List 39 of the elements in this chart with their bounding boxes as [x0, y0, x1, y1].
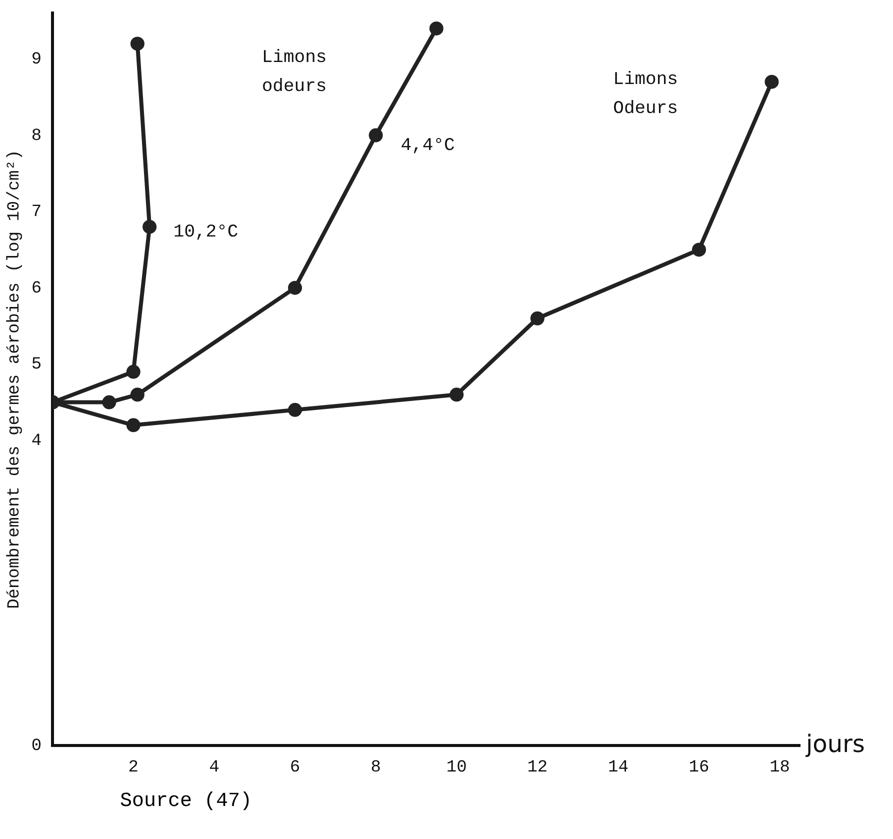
x-axis-title: jours [805, 730, 865, 758]
annotation: Limons [262, 48, 327, 68]
point [126, 364, 140, 379]
series-label: 4,4°C [400, 136, 456, 156]
x-tick-label: 10 [446, 758, 467, 778]
point [126, 418, 140, 432]
y-axis-title: Dénombrement des germes aérobies (log 10/cm²) [6, 150, 25, 609]
point [368, 128, 383, 142]
point [102, 395, 116, 410]
annotation: Limons [613, 70, 678, 90]
annotation: Odeurs [613, 99, 678, 120]
x-tick-label: 2 [128, 758, 139, 778]
x-tick-label: 14 [608, 758, 628, 778]
point [429, 21, 444, 36]
point [130, 388, 144, 402]
x-tick-label: 8 [370, 758, 381, 778]
point [764, 74, 779, 89]
x-tick-label: 6 [290, 758, 300, 778]
y-tick-label: 5 [31, 356, 42, 375]
point [450, 388, 464, 402]
y-tick-label: 8 [31, 126, 42, 146]
y-tick-label: 4 [31, 432, 42, 451]
y-tick-label: 7 [31, 203, 42, 222]
x-tick-label: 16 [688, 758, 710, 778]
point [692, 242, 706, 257]
x-tick-label: 4 [209, 758, 220, 778]
series-label: 10,2°C [173, 222, 238, 243]
x-tick-label: 12 [527, 758, 548, 778]
point [288, 280, 302, 295]
y-tick-label: 6 [31, 279, 42, 298]
source-note: Source (47) [120, 790, 252, 813]
y-tick-label: 0 [31, 737, 42, 756]
x-tick-label: 18 [770, 758, 790, 778]
point [130, 36, 144, 51]
point [142, 220, 157, 234]
point [288, 402, 302, 417]
y-tick-label: 9 [31, 50, 42, 70]
annotation: odeurs [262, 77, 327, 98]
point [530, 311, 544, 326]
